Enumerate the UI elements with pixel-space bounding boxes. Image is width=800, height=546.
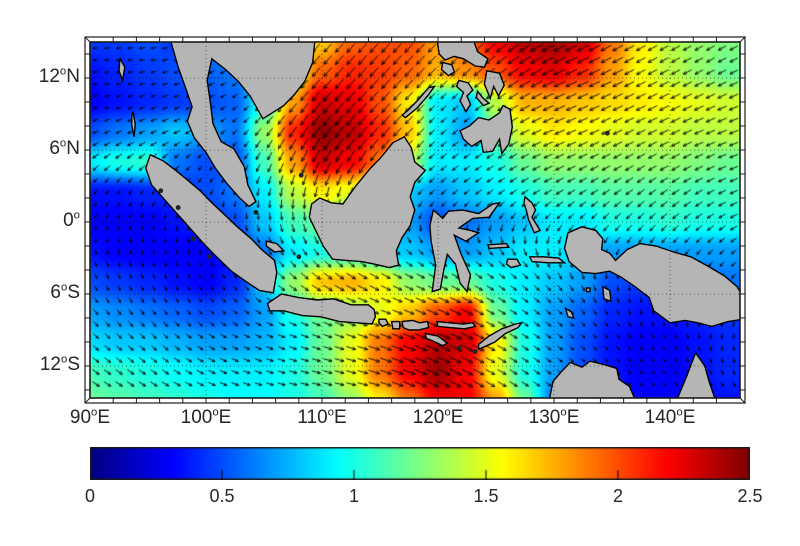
- island-dot-belitung: [296, 254, 302, 260]
- x-tick-label-140E: 140oE: [644, 406, 696, 428]
- colorbar-tick-label-1.5: 1.5: [473, 486, 499, 506]
- frame-line: [84, 397, 91, 404]
- land-timor: [477, 321, 524, 351]
- colorbar-tick-label-0.5: 0.5: [209, 486, 235, 506]
- land-and-graticule-overlay: [90, 42, 740, 398]
- island-dot-sawu: [456, 345, 462, 351]
- colorbar-tick-label-2.5: 2.5: [737, 486, 763, 506]
- x-tick-label-100E: 100oE: [180, 406, 232, 428]
- y-tick-label-12S: 12oS: [39, 353, 80, 375]
- island-dot-rote: [472, 349, 478, 354]
- land-sumatra: [144, 153, 278, 294]
- land-andaman_islands: [118, 56, 126, 84]
- land-panay_negros: [455, 79, 474, 113]
- island-dot-singapore_riau: [253, 209, 259, 215]
- land-halmahera: [523, 195, 542, 234]
- colorbar-tick-label-0: 0: [84, 486, 95, 506]
- land-samar_leyte: [483, 69, 505, 101]
- land-bali: [378, 318, 390, 328]
- land-bangka: [265, 240, 286, 253]
- land-mindanao: [459, 104, 514, 156]
- island-dot-simeulue: [158, 188, 164, 194]
- land-lombok: [390, 320, 401, 330]
- land-palawan: [400, 85, 437, 119]
- map-plot-area: [90, 42, 740, 398]
- colorbar-tick-label-1: 1: [348, 486, 359, 506]
- island-dot-siberut: [190, 236, 196, 242]
- land-java: [266, 293, 377, 325]
- island-dot-palau: [605, 130, 610, 136]
- frame-line: [739, 397, 746, 404]
- land-tanimbar: [564, 306, 575, 319]
- land-indochina_malaya: [170, 42, 316, 208]
- land-australia_top_end: [548, 360, 636, 398]
- y-tick-label-0: 0o: [63, 209, 80, 231]
- colorbar-tick-label-2: 2: [612, 486, 623, 506]
- x-tick-label-110E: 110oE: [297, 406, 347, 428]
- frame-line: [739, 36, 746, 43]
- land-sumba: [424, 332, 449, 347]
- y-tick-label-12N: 12oN: [38, 65, 80, 87]
- land-cebu_bohol: [475, 89, 491, 107]
- land-sula: [486, 242, 511, 250]
- land-seram: [528, 256, 567, 264]
- x-tick-label-130E: 130oE: [528, 406, 580, 428]
- colorbar: [90, 447, 750, 480]
- x-tick-label-120E: 120oE: [412, 406, 464, 428]
- land-flores: [436, 320, 477, 330]
- land-kai: [585, 287, 591, 293]
- land-mindoro: [440, 61, 456, 77]
- island-dot-nias: [175, 205, 181, 210]
- y-tick-label-6N: 6oN: [49, 137, 80, 159]
- land-sumbawa: [401, 319, 430, 331]
- land-nicobar_islands: [131, 111, 136, 137]
- x-tick-label-90E: 90oE: [69, 406, 111, 428]
- land-cape_york: [676, 351, 716, 398]
- island-dot-pagai: [207, 254, 212, 260]
- y-tick-label-6S: 6oS: [50, 281, 80, 303]
- island-dot-natuna: [298, 172, 304, 178]
- land-borneo: [308, 135, 427, 269]
- land-new_guinea: [563, 226, 740, 328]
- land-buru: [505, 258, 522, 269]
